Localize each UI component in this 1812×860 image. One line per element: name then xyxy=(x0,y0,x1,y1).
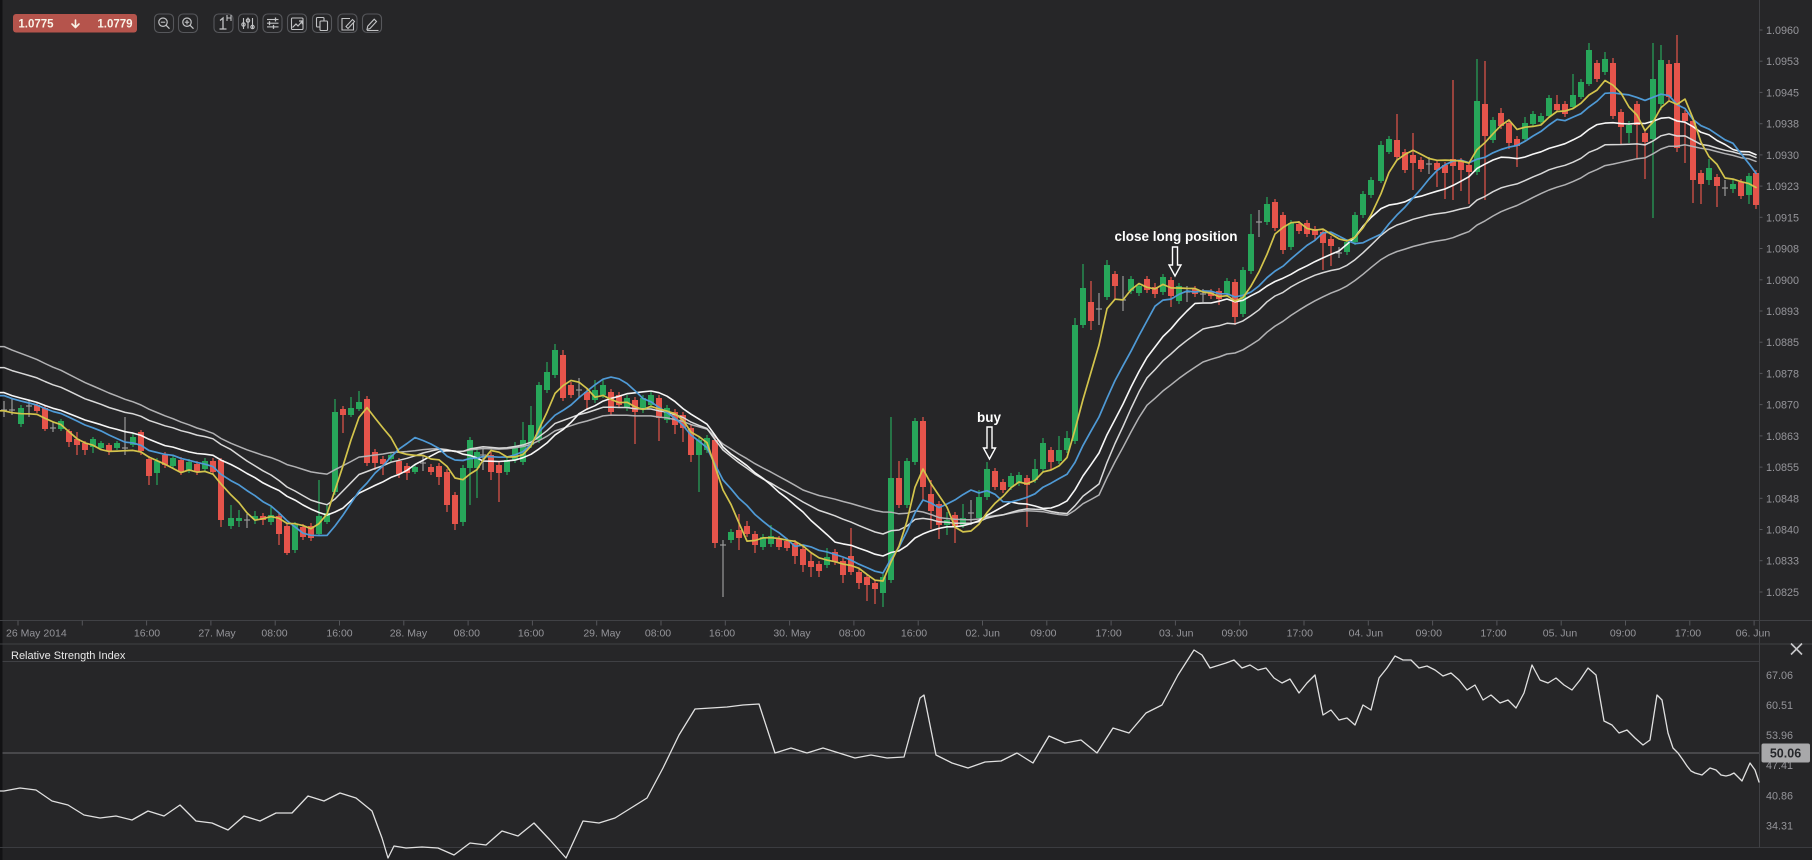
svg-text:1.0825: 1.0825 xyxy=(1766,587,1799,599)
svg-text:47.41: 47.41 xyxy=(1766,760,1793,772)
svg-text:04. Jun: 04. Jun xyxy=(1349,628,1384,640)
svg-text:28. May: 28. May xyxy=(390,628,428,640)
svg-text:buy: buy xyxy=(977,410,1001,425)
svg-text:17:00: 17:00 xyxy=(1480,628,1506,640)
svg-text:1.0885: 1.0885 xyxy=(1766,337,1799,349)
svg-text:1.0848: 1.0848 xyxy=(1766,493,1799,505)
svg-text:1.0878: 1.0878 xyxy=(1766,368,1799,380)
svg-text:1.0960: 1.0960 xyxy=(1766,25,1799,37)
svg-text:16:00: 16:00 xyxy=(518,628,544,640)
svg-text:Relative Strength Index: Relative Strength Index xyxy=(11,650,126,662)
svg-text:53.96: 53.96 xyxy=(1766,730,1793,742)
svg-text:1.0893: 1.0893 xyxy=(1766,306,1799,318)
svg-text:40.86: 40.86 xyxy=(1766,790,1793,802)
svg-text:1.0930: 1.0930 xyxy=(1766,150,1799,162)
svg-text:1.0863: 1.0863 xyxy=(1766,431,1799,443)
svg-text:34.31: 34.31 xyxy=(1766,821,1793,833)
svg-text:1.0870: 1.0870 xyxy=(1766,400,1799,412)
svg-text:08:00: 08:00 xyxy=(454,628,480,640)
svg-text:09:00: 09:00 xyxy=(1221,628,1247,640)
svg-text:09:00: 09:00 xyxy=(1610,628,1636,640)
svg-text:67.06: 67.06 xyxy=(1766,670,1793,682)
svg-text:1.0779: 1.0779 xyxy=(97,19,132,31)
svg-text:close long position: close long position xyxy=(1114,229,1237,244)
svg-text:16:00: 16:00 xyxy=(134,628,160,640)
svg-text:1.0833: 1.0833 xyxy=(1766,556,1799,568)
svg-text:03. Jun: 03. Jun xyxy=(1159,628,1194,640)
svg-text:08:00: 08:00 xyxy=(645,628,671,640)
svg-text:1.0855: 1.0855 xyxy=(1766,462,1799,474)
svg-text:1.0900: 1.0900 xyxy=(1766,275,1799,287)
svg-text:1.0938: 1.0938 xyxy=(1766,119,1799,131)
svg-text:05. Jun: 05. Jun xyxy=(1543,628,1578,640)
svg-text:06. Jun: 06. Jun xyxy=(1736,628,1771,640)
svg-text:1.0923: 1.0923 xyxy=(1766,181,1799,193)
svg-text:08:00: 08:00 xyxy=(839,628,865,640)
svg-text:17:00: 17:00 xyxy=(1095,628,1121,640)
svg-text:09:00: 09:00 xyxy=(1030,628,1056,640)
svg-text:30. May: 30. May xyxy=(773,628,811,640)
svg-text:1.0908: 1.0908 xyxy=(1766,244,1799,256)
svg-text:50.06: 50.06 xyxy=(1770,747,1801,761)
svg-text:09:00: 09:00 xyxy=(1416,628,1442,640)
svg-text:1.0945: 1.0945 xyxy=(1766,87,1799,99)
svg-text:26 May 2014: 26 May 2014 xyxy=(6,628,67,640)
svg-text:02. Jun: 02. Jun xyxy=(965,628,1000,640)
svg-text:27. May: 27. May xyxy=(198,628,236,640)
svg-text:16:00: 16:00 xyxy=(901,628,927,640)
svg-text:1.0775: 1.0775 xyxy=(18,19,54,31)
svg-text:29. May: 29. May xyxy=(583,628,621,640)
svg-text:17:00: 17:00 xyxy=(1675,628,1701,640)
svg-text:16:00: 16:00 xyxy=(326,628,352,640)
svg-text:08:00: 08:00 xyxy=(261,628,287,640)
svg-text:1.0953: 1.0953 xyxy=(1766,56,1799,68)
svg-text:16:00: 16:00 xyxy=(709,628,735,640)
svg-text:60.51: 60.51 xyxy=(1766,700,1793,712)
svg-text:1.0915: 1.0915 xyxy=(1766,212,1799,224)
svg-text:1.0840: 1.0840 xyxy=(1766,525,1799,537)
svg-text:17:00: 17:00 xyxy=(1287,628,1313,640)
